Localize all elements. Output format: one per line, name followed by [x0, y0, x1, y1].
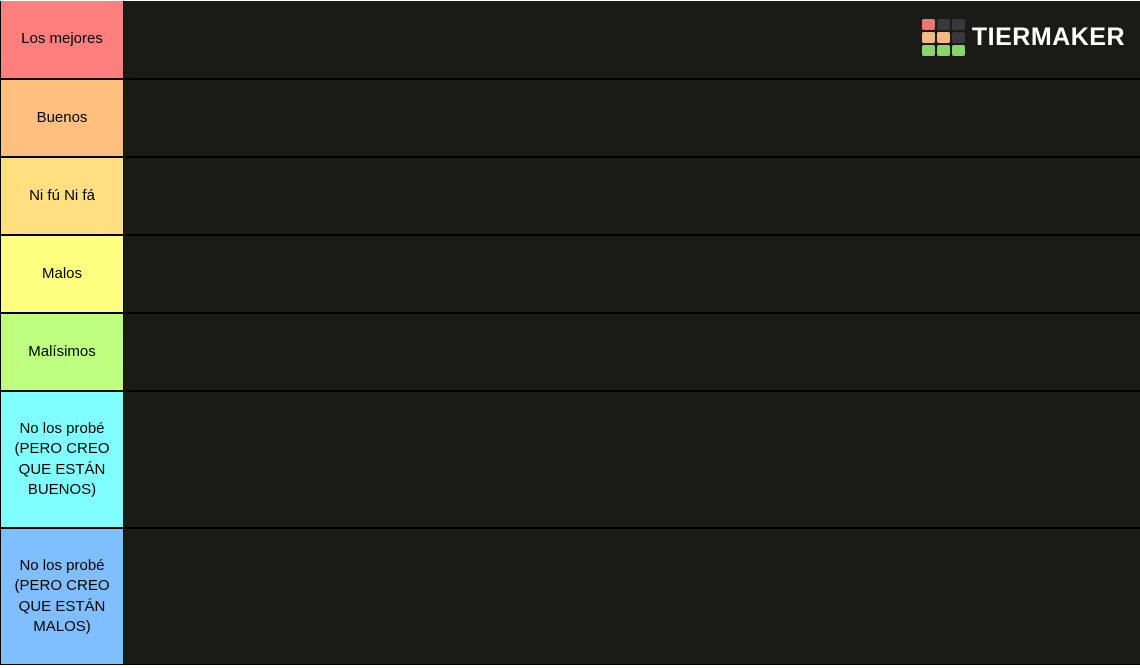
tier-content-area[interactable] — [124, 529, 1140, 664]
wm-cell — [922, 32, 935, 43]
tier-label[interactable]: No los probé (PERO CREO QUE ESTÁN MALOS) — [0, 529, 124, 664]
wm-cell — [937, 45, 950, 56]
tier-row: No los probé (PERO CREO QUE ESTÁN MALOS) — [0, 528, 1140, 665]
tier-label[interactable]: Malísimos — [0, 314, 124, 390]
tier-list: Los mejores TIERMAKER Buenos — [0, 0, 1140, 665]
tier-row: No los probé (PERO CREO QUE ESTÁN BUENOS… — [0, 391, 1140, 528]
tier-content-area[interactable] — [124, 392, 1140, 527]
tier-row: Buenos — [0, 79, 1140, 157]
tiermaker-logo-icon — [922, 19, 965, 56]
tier-content-area[interactable] — [124, 314, 1140, 390]
tier-content-area[interactable] — [124, 236, 1140, 312]
tiermaker-wordmark: TIERMAKER — [972, 23, 1125, 52]
wm-cell — [937, 32, 950, 43]
tier-content-area[interactable] — [124, 80, 1140, 156]
tiermaker-watermark: TIERMAKER — [922, 19, 1125, 56]
tier-label[interactable]: Los mejores — [0, 1, 124, 78]
tier-label[interactable]: Malos — [0, 236, 124, 312]
tier-row: Ni fú Ni fá — [0, 157, 1140, 235]
tier-row: Los mejores TIERMAKER — [0, 1, 1140, 79]
tier-label[interactable]: Ni fú Ni fá — [0, 158, 124, 234]
wm-cell — [952, 32, 965, 43]
tier-row: Malos — [0, 235, 1140, 313]
tier-label[interactable]: No los probé (PERO CREO QUE ESTÁN BUENOS… — [0, 392, 124, 527]
wm-cell — [952, 19, 965, 30]
tier-content-area[interactable]: TIERMAKER — [124, 1, 1140, 78]
wm-cell — [937, 19, 950, 30]
tier-row: Malísimos — [0, 313, 1140, 391]
wm-cell — [922, 19, 935, 30]
tier-label[interactable]: Buenos — [0, 80, 124, 156]
tier-content-area[interactable] — [124, 158, 1140, 234]
wm-cell — [922, 45, 935, 56]
wm-cell — [952, 45, 965, 56]
